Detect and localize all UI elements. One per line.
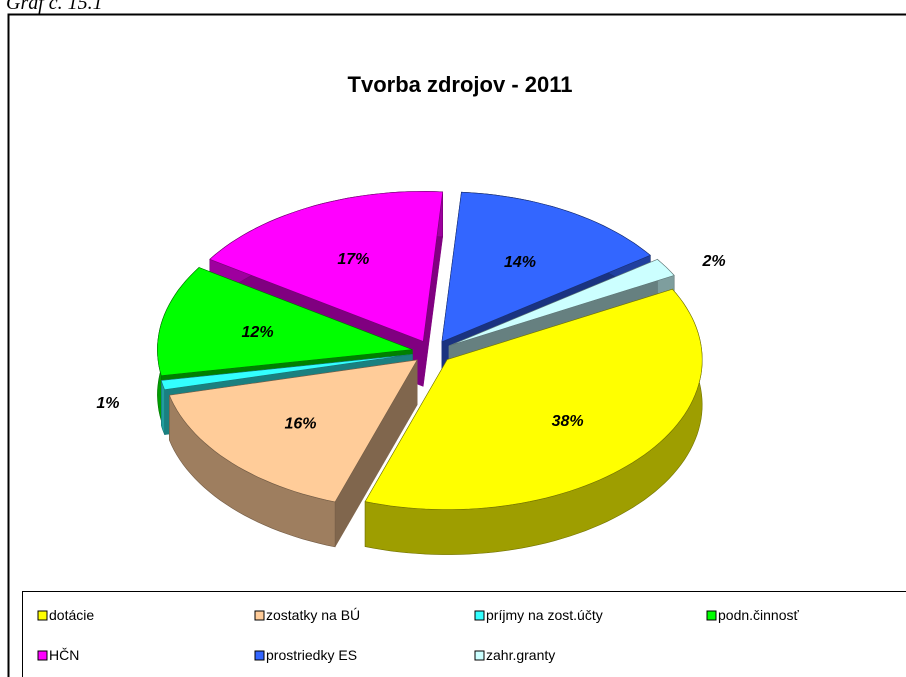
caption: Graf č. 15.1	[6, 0, 103, 14]
pie-slice	[160, 354, 413, 391]
data-label: 12%	[242, 324, 274, 341]
legend-swatch	[474, 650, 485, 661]
legend-swatch	[254, 650, 265, 661]
data-label: 16%	[284, 416, 316, 433]
pie-tops	[157, 191, 703, 510]
legend-swatch	[37, 650, 48, 661]
legend-swatch	[474, 610, 485, 621]
legend-label: dotácie	[49, 607, 94, 623]
pie-slice	[157, 267, 413, 377]
legend-swatch	[254, 610, 265, 621]
legend-swatch	[37, 610, 48, 621]
pie-labels: 38% 16% 1% 12% 17% 14% 2%	[96, 251, 725, 433]
legend-label: HČN	[49, 647, 79, 663]
legend-label: príjmy na zost.účty	[486, 607, 603, 623]
data-label: 38%	[552, 413, 584, 430]
pie-slice	[441, 191, 651, 343]
legend: dotácie zostatky na BÚ príjmy na zost.účty…	[37, 607, 800, 663]
pie-slice	[448, 259, 675, 347]
legend-box	[22, 591, 906, 677]
data-label: 17%	[337, 251, 369, 268]
data-label: 1%	[96, 395, 119, 412]
legend-label: prostriedky ES	[266, 647, 357, 663]
chart-title: Tvorba zdrojov - 2011	[348, 72, 573, 97]
data-label: 2%	[701, 253, 725, 270]
legend-swatch	[706, 610, 717, 621]
legend-label: podn.činnosť	[718, 607, 800, 623]
pie-slice	[209, 191, 444, 342]
pie-slice	[364, 288, 703, 510]
legend-label: zostatky na BÚ	[266, 607, 360, 623]
data-label: 14%	[504, 254, 536, 271]
legend-label: zahr.granty	[486, 647, 555, 663]
pie-slice	[168, 359, 418, 503]
